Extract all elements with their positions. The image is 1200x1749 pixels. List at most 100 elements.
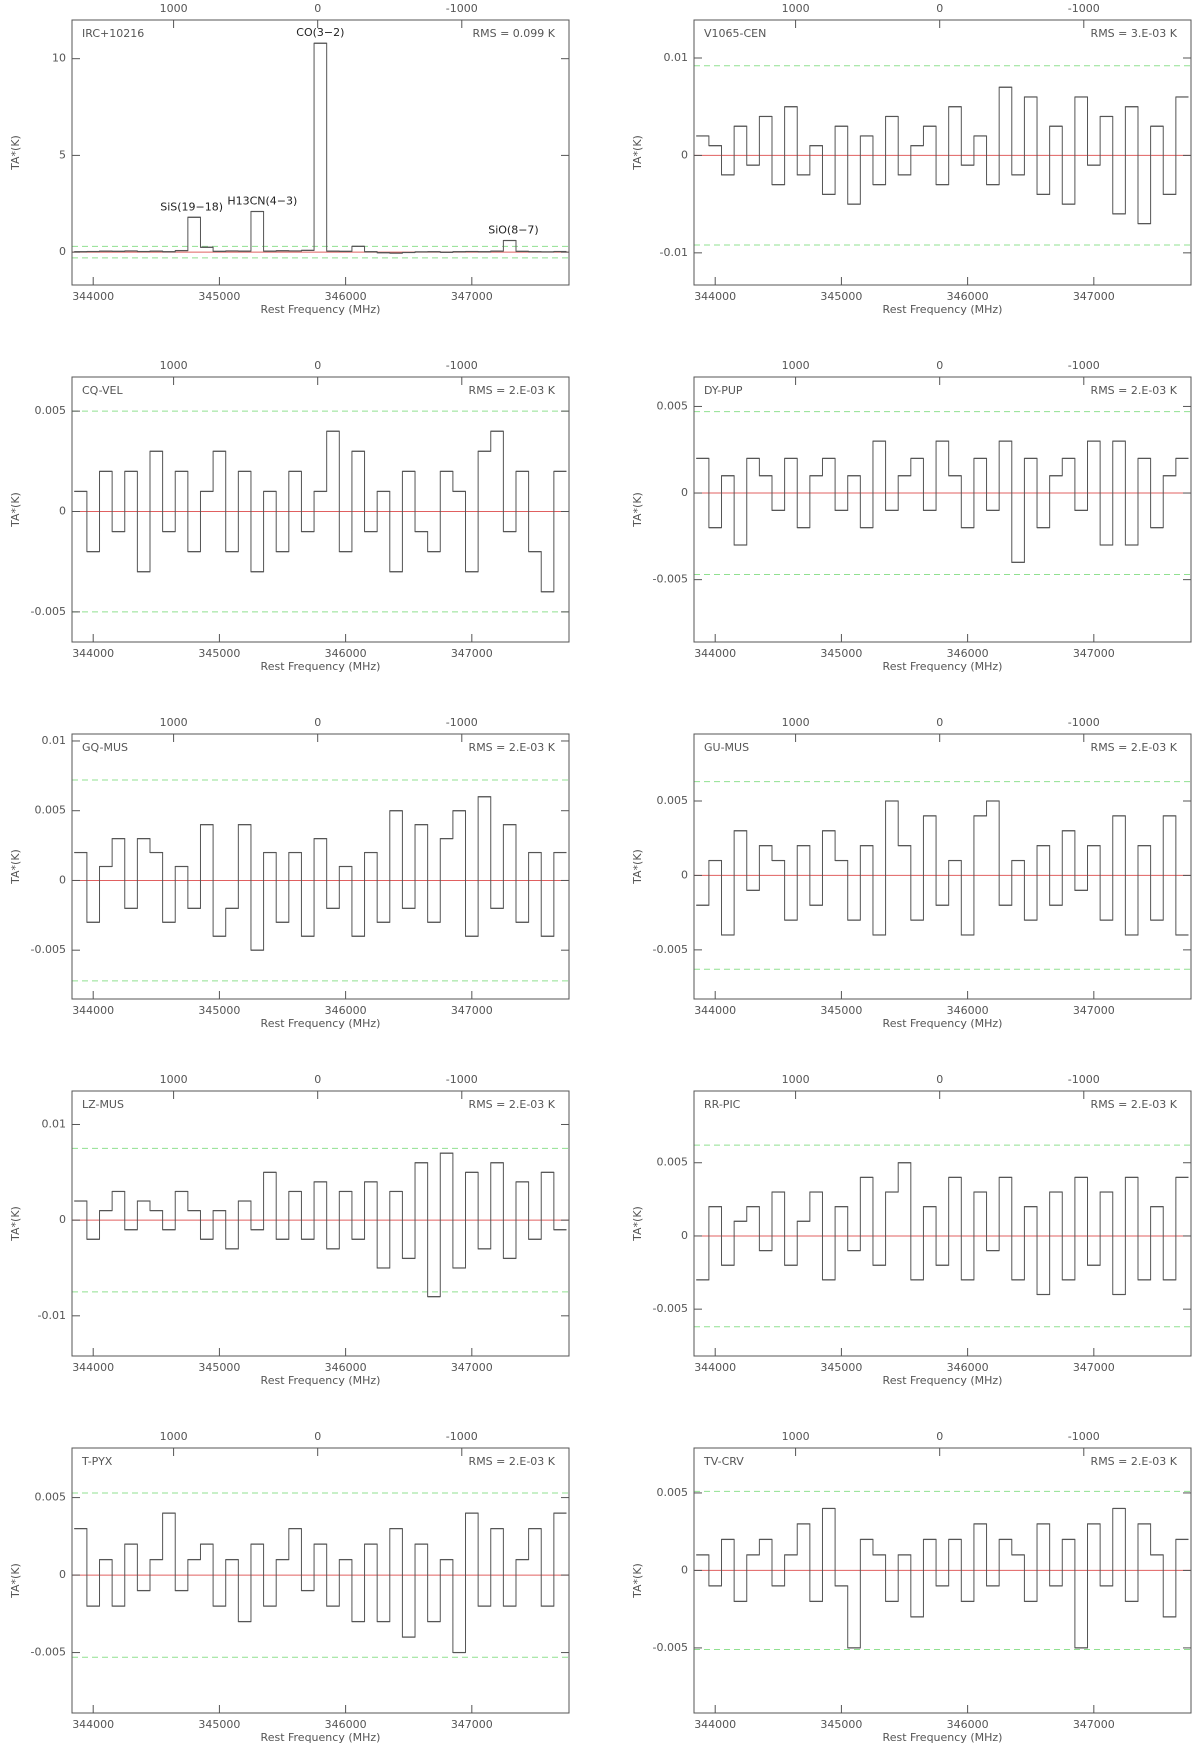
line-label: SiS(19−18) [160, 200, 223, 213]
x-tick-label: 346000 [947, 1718, 989, 1731]
plot-frame [693, 1090, 1192, 1357]
x2-tick-label: 1000 [160, 716, 188, 729]
y-axis-label: TA*(K) [631, 135, 644, 171]
x2-tick-label: 1000 [782, 359, 810, 372]
y-tick-label: 0.005 [35, 404, 67, 417]
x2-tick-label: 0 [314, 716, 321, 729]
x2-tick-label: 0 [936, 359, 943, 372]
rms-label: RMS = 2.E-03 K [469, 384, 556, 397]
step-outline [696, 1162, 1189, 1296]
y-axis-label: TA*(K) [9, 492, 22, 528]
x-tick-label: 345000 [820, 647, 862, 660]
x2-tick-label: 1000 [782, 2, 810, 15]
x2-tick-label: 1000 [782, 716, 810, 729]
plot-frame [71, 733, 570, 1000]
x2-tick-label: 1000 [160, 359, 188, 372]
source-name: CQ-VEL [82, 384, 123, 397]
y-tick-label: 0.005 [657, 1486, 689, 1499]
source-name: LZ-MUS [82, 1098, 124, 1111]
source-name: TV-CRV [703, 1455, 744, 1468]
rms-label: RMS = 2.E-03 K [469, 1455, 556, 1468]
source-name: GU-MUS [704, 741, 749, 754]
x-tick-label: 347000 [451, 1718, 493, 1731]
y-tick-label: -0.005 [653, 1302, 688, 1315]
x-tick-label: 347000 [1073, 647, 1115, 660]
source-name: V1065-CEN [704, 27, 766, 40]
x2-tick-label: -1000 [446, 1073, 478, 1086]
rms-label: RMS = 2.E-03 K [1091, 1098, 1178, 1111]
source-name: DY-PUP [704, 384, 743, 397]
step-outline [696, 440, 1189, 563]
x-tick-label: 346000 [325, 647, 367, 660]
y-tick-label: -0.005 [653, 573, 688, 586]
x-tick-label: 344000 [72, 1361, 114, 1374]
x-axis-label: Rest Frequency (MHz) [883, 1374, 1003, 1387]
spectrum-panel: 344000 345000 346000 347000 1000 0 -1000 -0.005… [9, 1430, 570, 1744]
x-axis-label: Rest Frequency (MHz) [883, 303, 1003, 316]
x2-tick-label: 0 [314, 2, 321, 15]
x-axis-label: Rest Frequency (MHz) [883, 1731, 1003, 1744]
y-axis-label: TA*(K) [9, 849, 22, 885]
y-tick-label: 0.005 [35, 804, 67, 817]
x-tick-label: 346000 [325, 1361, 367, 1374]
x-tick-label: 345000 [820, 1004, 862, 1017]
spectrum-panel: 344000 345000 346000 347000 1000 0 -1000 -0.005… [9, 359, 570, 673]
x2-tick-label: 0 [936, 1073, 943, 1086]
x-tick-label: 346000 [947, 1361, 989, 1374]
y-tick-label: 0.01 [42, 1117, 67, 1130]
x-tick-label: 344000 [72, 290, 114, 303]
y-axis-label: TA*(K) [9, 1206, 22, 1242]
x2-tick-label: -1000 [446, 359, 478, 372]
spectrum-panel: 344000 345000 346000 347000 1000 0 -1000 -0.005… [631, 1430, 1192, 1744]
y-tick-label: 0.005 [35, 1491, 67, 1504]
plot-frame [693, 733, 1192, 1000]
plot-frame [693, 376, 1192, 643]
x-tick-label: 345000 [198, 290, 240, 303]
x-tick-label: 346000 [947, 647, 989, 660]
rms-label: RMS = 2.E-03 K [1091, 384, 1178, 397]
x-tick-label: 347000 [1073, 1361, 1115, 1374]
y-axis-label: TA*(K) [631, 1206, 644, 1242]
x-tick-label: 345000 [820, 290, 862, 303]
y-tick-label: 5 [59, 148, 66, 161]
y-tick-label: 0 [681, 1563, 688, 1576]
y-tick-label: 0.005 [657, 399, 689, 412]
spectrum-panel: 344000 345000 346000 347000 1000 0 -1000 0 5 10 Re… [9, 2, 570, 316]
x2-tick-label: 0 [314, 1073, 321, 1086]
plot-frame [71, 1447, 570, 1714]
spectrum-panel: 344000 345000 346000 347000 1000 0 -1000 -0.005… [631, 359, 1192, 673]
x-axis-label: Rest Frequency (MHz) [261, 660, 381, 673]
y-tick-label: 0.01 [42, 734, 67, 747]
x-tick-label: 344000 [72, 1004, 114, 1017]
rms-label: RMS = 2.E-03 K [1091, 741, 1178, 754]
x-axis-label: Rest Frequency (MHz) [883, 1017, 1003, 1030]
x-tick-label: 345000 [198, 647, 240, 660]
x2-tick-label: 0 [936, 2, 943, 15]
x-tick-label: 344000 [72, 647, 114, 660]
y-tick-label: -0.01 [38, 1309, 66, 1322]
y-axis-label: TA*(K) [631, 492, 644, 528]
source-name: IRC+10216 [82, 27, 144, 40]
x2-tick-label: 1000 [160, 1430, 188, 1443]
x-axis-label: Rest Frequency (MHz) [883, 660, 1003, 673]
spectrum-panel: 344000 345000 346000 347000 1000 0 -1000 -0.005… [631, 716, 1192, 1030]
x-tick-label: 347000 [451, 1004, 493, 1017]
spectrum-panel: 344000 345000 346000 347000 1000 0 -1000 -0.01 0… [9, 1073, 570, 1387]
y-tick-label: -0.005 [31, 605, 66, 618]
x-tick-label: 346000 [325, 1004, 367, 1017]
source-name: RR-PIC [704, 1098, 741, 1111]
step-outline [74, 1152, 567, 1298]
y-axis-label: TA*(K) [631, 849, 644, 885]
x2-tick-label: -1000 [446, 1430, 478, 1443]
y-tick-label: -0.005 [653, 1641, 688, 1654]
x-tick-label: 344000 [72, 1718, 114, 1731]
x-tick-label: 347000 [1073, 1718, 1115, 1731]
spectrum-panel: 344000 345000 346000 347000 1000 0 -1000 -0.005… [9, 716, 570, 1030]
x2-tick-label: 0 [936, 1430, 943, 1443]
rms-label: RMS = 2.E-03 K [469, 741, 556, 754]
x-tick-label: 347000 [1073, 1004, 1115, 1017]
y-tick-label: 0 [59, 245, 66, 258]
x-axis-label: Rest Frequency (MHz) [261, 1374, 381, 1387]
plot-frame [71, 1090, 570, 1357]
